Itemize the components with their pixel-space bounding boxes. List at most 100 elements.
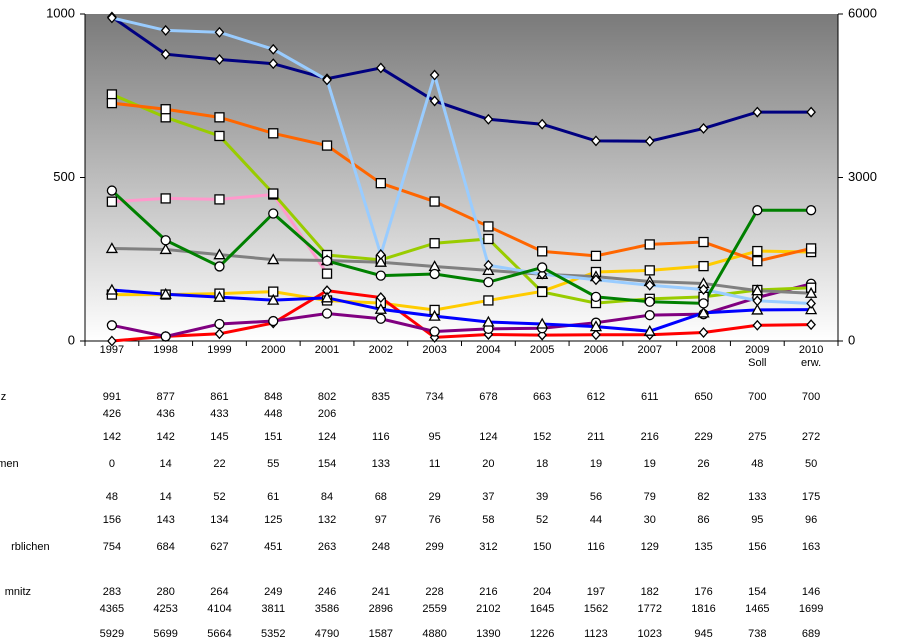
table-cell: 299 [425,541,443,553]
series-line [111,288,812,333]
table-cell: 154 [318,458,336,470]
series-line [110,189,812,305]
table-row-label: men [0,458,19,470]
y2-tick-label: 0 [848,332,855,347]
marker [698,284,709,295]
table-cell: 216 [641,431,659,443]
marker [644,239,655,250]
series-line [111,101,812,263]
marker [644,135,655,147]
table-cell: 228 [425,586,443,598]
marker [752,106,763,118]
table-cell: 61 [267,491,279,503]
marker [214,26,225,38]
marker [321,255,333,267]
marker [268,188,279,199]
marker [106,196,118,207]
marker [429,268,440,280]
table-cell: 4104 [207,603,231,615]
marker [537,262,548,273]
marker [374,302,387,314]
table-cell: 754 [103,541,121,553]
table-cell: 39 [536,491,548,503]
table-cell: 3811 [261,603,285,615]
table-cell: 19 [590,458,602,470]
marker [644,265,655,276]
table-cell: 272 [802,431,820,443]
x-tick-label: 2004 [476,344,501,356]
marker [805,243,817,254]
table-cell: 14 [160,458,172,470]
table-cell: 216 [479,586,497,598]
y2-tick-label: 3000 [848,169,877,184]
marker [429,326,440,337]
table-cell: 116 [587,541,605,553]
x-tick-label: 1997 [99,344,125,356]
marker [537,246,548,257]
table-cell: 734 [425,391,443,403]
table-cell: 143 [156,514,174,526]
table-cell: 448 [264,408,282,420]
marker [806,106,816,118]
table-cell: 134 [210,514,228,526]
table-cell: 58 [482,514,494,526]
table-cell: 26 [697,458,709,470]
marker [482,315,495,327]
table-cell: 129 [641,541,659,553]
marker [483,259,494,271]
table-cell: 132 [318,514,336,526]
table-cell: 204 [533,586,551,598]
marker [214,318,225,330]
series-line [111,93,812,305]
table-cell: 264 [210,586,228,598]
table-cell: 246 [318,586,336,598]
marker [107,12,117,24]
x-tick-label: 2005 [529,344,555,356]
table-cell: 182 [641,586,659,598]
x-tick-label: 2002 [368,344,394,356]
table-cell: 154 [748,586,766,598]
marker [428,309,441,321]
y2-tick-label: 6000 [848,5,877,20]
table-cell: 97 [375,514,387,526]
marker [483,295,494,306]
x-tick-label: 2000 [261,344,286,356]
marker [375,292,386,303]
table-cell: 176 [694,586,712,598]
marker [591,135,601,147]
table-cell: 2896 [369,603,393,615]
table-cell: 1123 [584,628,608,640]
marker [375,249,386,260]
table-cell: 4790 [315,628,339,640]
marker [483,221,494,232]
table-cell: 146 [802,586,820,598]
marker [375,313,386,324]
marker [698,122,709,134]
table-cell: 19 [644,458,656,470]
table-cell: 22 [213,458,225,470]
x-tick-label: 1999 [207,344,232,356]
table-cell: 156 [103,514,121,526]
table-cell: 124 [318,431,336,443]
table-cell: 30 [644,514,656,526]
table-cell: 1699 [799,603,823,615]
marker [214,261,225,272]
marker [752,256,763,267]
marker [751,303,764,315]
table-row-label: mnitz [5,586,31,598]
table-cell: 163 [802,541,820,553]
marker [213,290,226,302]
series-line [111,289,812,343]
table-cell: 211 [587,431,605,443]
table-cell: 426 [103,408,121,420]
marker [483,276,494,288]
table-cell: 20 [482,458,494,470]
marker [268,58,279,70]
table-cell: 55 [267,458,279,470]
marker [159,287,172,299]
x-tick-label: 2007 [637,344,662,356]
table-cell: 206 [318,408,336,420]
table-cell: 175 [802,491,820,503]
table-cell: 248 [372,541,390,553]
table-cell: 700 [748,391,766,403]
